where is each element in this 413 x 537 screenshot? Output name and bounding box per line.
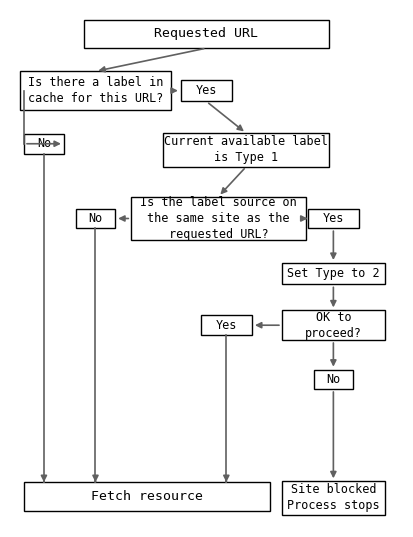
Bar — [83, 20, 330, 48]
Text: Requested URL: Requested URL — [154, 27, 259, 40]
Text: Is there a label in
cache for this URL?: Is there a label in cache for this URL? — [28, 76, 163, 105]
Text: Set Type to 2: Set Type to 2 — [287, 267, 380, 280]
Text: Is the label source on
the same site as the
requested URL?: Is the label source on the same site as … — [140, 196, 297, 241]
Bar — [163, 133, 330, 166]
Text: Yes: Yes — [323, 212, 344, 225]
Bar — [24, 134, 64, 154]
Text: No: No — [326, 373, 340, 386]
Bar — [20, 71, 171, 110]
Text: Current available label
is Type 1: Current available label is Type 1 — [164, 135, 328, 164]
Text: Yes: Yes — [216, 318, 237, 332]
Bar — [201, 315, 252, 335]
Text: OK to
proceed?: OK to proceed? — [305, 311, 362, 340]
Bar — [181, 80, 232, 101]
Text: No: No — [88, 212, 102, 225]
Bar — [131, 197, 306, 241]
Bar — [308, 209, 359, 228]
Text: Site blocked
Process stops: Site blocked Process stops — [287, 483, 380, 512]
Bar — [76, 209, 115, 228]
Bar — [313, 369, 353, 389]
Text: Yes: Yes — [196, 84, 217, 97]
Bar — [282, 481, 385, 514]
Text: No: No — [37, 137, 51, 150]
Bar — [24, 482, 270, 511]
Bar — [282, 263, 385, 285]
Text: Fetch resource: Fetch resource — [91, 490, 203, 503]
Bar — [282, 310, 385, 340]
